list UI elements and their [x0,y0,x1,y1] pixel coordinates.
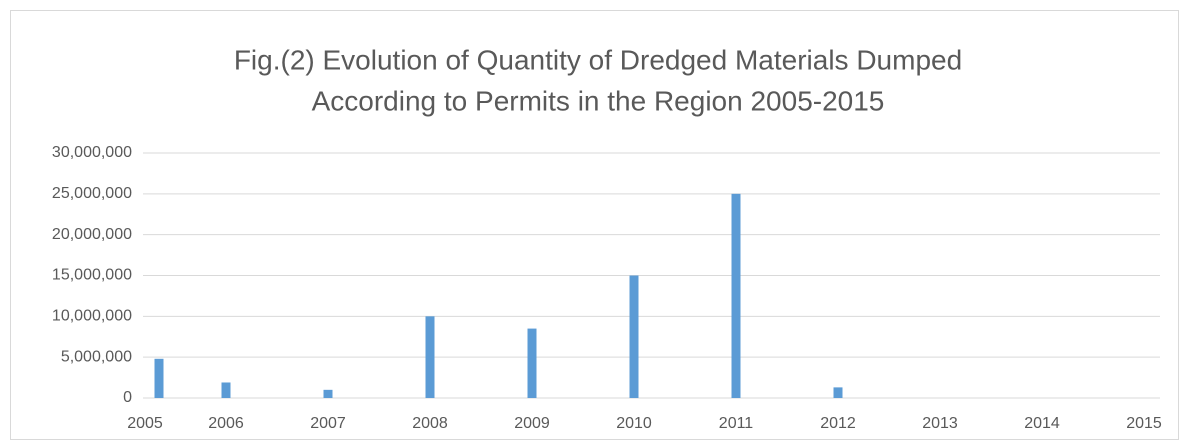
x-tick-label: 2015 [1126,415,1162,432]
y-tick-label: 25,000,000 [52,185,132,202]
x-tick-label: 2013 [922,415,958,432]
x-tick-label: 2010 [616,415,652,432]
x-tick-label: 2014 [1024,415,1060,432]
x-tick-label: 2007 [310,415,346,432]
x-tick-label: 2008 [412,415,448,432]
bar [527,328,537,398]
y-tick-label: 0 [123,389,132,406]
bar [154,358,164,398]
bar [323,389,333,398]
bar [833,387,843,398]
y-tick-label: 30,000,000 [52,144,132,161]
bar [731,193,741,398]
y-tick-label: 5,000,000 [61,348,132,365]
x-tick-label: 2009 [514,415,550,432]
y-tick-label: 20,000,000 [52,226,132,243]
bar [221,382,231,398]
chart-frame [10,10,1179,440]
x-tick-label: 2006 [208,415,244,432]
x-tick-label: 2011 [719,415,754,432]
chart-title: Fig.(2) Evolution of Quantity of Dredged… [234,44,962,75]
bar [629,275,639,398]
bar [425,316,435,398]
x-tick-label: 2005 [127,415,163,432]
chart-title: According to Permits in the Region 2005-… [312,85,885,116]
x-tick-label: 2012 [820,415,856,432]
y-tick-label: 15,000,000 [52,267,132,284]
y-tick-label: 10,000,000 [52,308,132,325]
